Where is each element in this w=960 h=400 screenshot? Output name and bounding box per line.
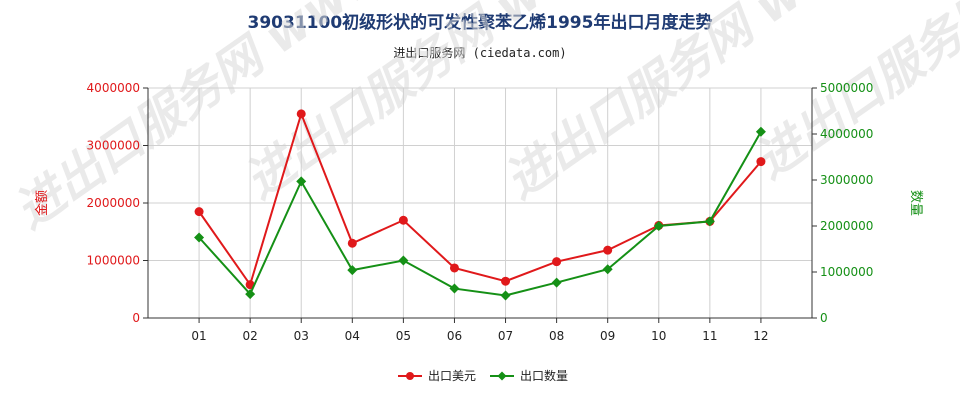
- x-tick-label: 02: [243, 329, 258, 343]
- legend: 出口美元 出口数量: [398, 368, 568, 383]
- y-tick-label-left: 1000000: [87, 254, 140, 268]
- y-axis-title-left: 金额: [34, 190, 50, 216]
- y-tick-label-left: 4000000: [87, 81, 140, 95]
- legend-label-1: 出口美元: [428, 369, 476, 383]
- data-point-1: [603, 245, 613, 255]
- data-point-1: [449, 263, 459, 273]
- data-point-2: [398, 255, 409, 266]
- data-point-1: [194, 207, 204, 217]
- x-tick-label: 01: [191, 329, 206, 343]
- series-line-2: [198, 131, 762, 297]
- y-tick-label-right: 2000000: [820, 219, 873, 233]
- y-tick-label-right: 5000000: [820, 81, 873, 95]
- y-axis-title-right: 数量: [908, 190, 923, 216]
- data-point-2: [245, 289, 256, 300]
- data-point-2: [602, 264, 613, 275]
- data-point-1: [756, 157, 766, 167]
- data-point-2: [449, 283, 460, 294]
- y-tick-label-left: 0: [132, 311, 140, 325]
- data-point-2: [755, 126, 766, 137]
- y-tick-label-right: 3000000: [820, 173, 873, 187]
- data-point-1: [296, 109, 306, 119]
- chart-subtitle: 进出口服务网 (ciedata.com): [393, 46, 567, 60]
- data-point-2: [653, 221, 664, 231]
- y-tick-label-right: 4000000: [820, 127, 873, 141]
- data-point-1: [501, 276, 511, 286]
- y-tick-label-left: 2000000: [87, 196, 140, 210]
- x-tick-label: 11: [702, 329, 717, 343]
- x-tick-label: 07: [498, 329, 513, 343]
- x-tick-label: 10: [651, 329, 666, 343]
- data-point-2: [194, 232, 205, 243]
- data-point-2: [704, 216, 715, 227]
- x-tick-label: 12: [753, 329, 768, 343]
- data-point-2: [551, 277, 562, 288]
- x-tick-label: 08: [549, 329, 564, 343]
- y-tick-label-left: 3000000: [87, 139, 140, 153]
- legend-marker-1: [406, 372, 414, 380]
- grid-layer: [148, 87, 812, 319]
- data-point-1: [398, 215, 408, 225]
- y-tick-label-right: 1000000: [820, 265, 873, 279]
- data-point-2: [347, 265, 358, 276]
- data-point-1: [347, 238, 357, 248]
- data-point-2: [500, 290, 511, 301]
- y-tick-label-right: 0: [820, 311, 828, 325]
- chart-title: 39031100初级形状的可发性聚苯乙烯1995年出口月度走势: [247, 13, 713, 33]
- x-tick-label: 06: [447, 329, 462, 343]
- data-point-1: [552, 257, 562, 267]
- data-point-2: [296, 176, 307, 187]
- legend-label-2: 出口数量: [520, 368, 568, 383]
- x-tick-label: 03: [294, 329, 309, 343]
- series-layer: [194, 109, 766, 301]
- x-tick-label: 05: [396, 329, 411, 343]
- legend-marker-2: [497, 371, 507, 381]
- x-tick-label: 04: [345, 329, 360, 343]
- axis-layer: 0 1000000 2000000 3000000 4000000 0 1000000 200…: [34, 81, 923, 343]
- x-tick-label: 09: [600, 329, 615, 343]
